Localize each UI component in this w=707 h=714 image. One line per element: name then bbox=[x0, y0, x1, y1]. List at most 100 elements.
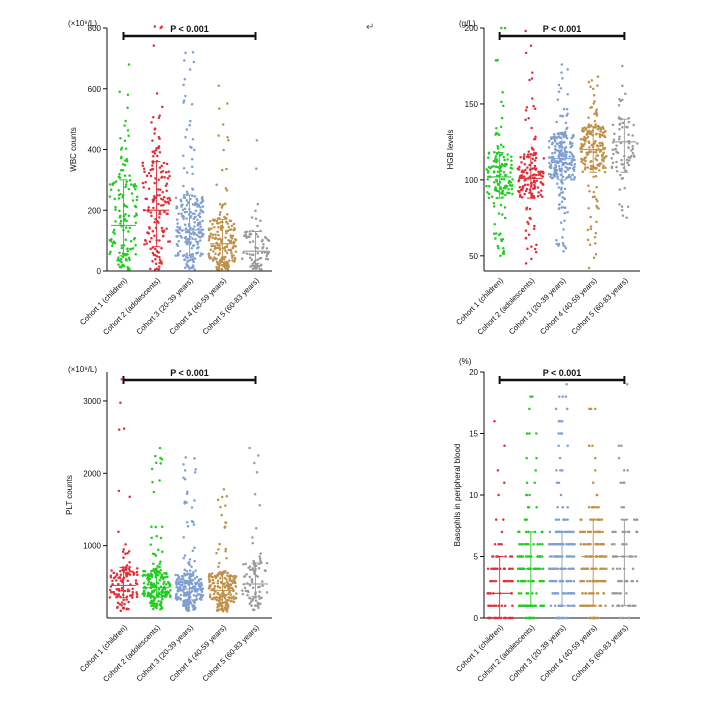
data-point bbox=[124, 119, 127, 123]
data-point bbox=[227, 238, 230, 242]
data-point bbox=[251, 598, 254, 601]
data-point bbox=[184, 594, 187, 597]
data-point bbox=[119, 573, 123, 576]
data-point bbox=[620, 158, 623, 162]
data-point bbox=[119, 136, 122, 140]
data-point bbox=[586, 151, 589, 155]
data-point bbox=[559, 542, 562, 546]
data-point bbox=[583, 168, 587, 171]
data-point bbox=[179, 580, 183, 584]
data-point bbox=[244, 231, 247, 234]
data-point bbox=[216, 579, 220, 583]
data-point bbox=[584, 159, 587, 163]
data-point bbox=[605, 567, 608, 571]
data-point bbox=[257, 264, 261, 268]
data-point bbox=[564, 165, 567, 169]
data-point bbox=[177, 595, 180, 599]
data-point bbox=[189, 601, 193, 605]
data-point bbox=[602, 567, 606, 571]
data-point bbox=[193, 601, 196, 604]
data-point bbox=[128, 594, 132, 597]
data-point bbox=[185, 190, 189, 194]
data-point bbox=[227, 592, 230, 595]
data-point bbox=[582, 604, 585, 607]
data-point bbox=[188, 569, 192, 572]
data-point bbox=[120, 261, 123, 264]
data-point bbox=[241, 589, 244, 592]
data-point bbox=[220, 264, 224, 267]
data-point bbox=[506, 158, 509, 161]
data-point bbox=[247, 235, 251, 239]
data-point bbox=[128, 561, 131, 564]
data-point bbox=[183, 258, 187, 262]
data-point bbox=[586, 604, 590, 607]
data-point bbox=[159, 576, 163, 579]
data-point bbox=[154, 247, 157, 251]
data-point bbox=[199, 596, 203, 599]
data-point bbox=[635, 518, 638, 521]
data-point bbox=[222, 263, 226, 266]
data-point bbox=[492, 579, 495, 583]
data-point bbox=[631, 144, 634, 148]
data-point bbox=[499, 254, 502, 258]
data-point bbox=[179, 593, 183, 597]
data-point bbox=[621, 163, 625, 166]
data-point bbox=[144, 197, 147, 200]
data-point bbox=[186, 525, 190, 528]
data-point bbox=[259, 229, 262, 233]
data-point bbox=[569, 151, 573, 154]
data-point bbox=[201, 228, 205, 231]
data-point bbox=[124, 147, 128, 150]
data-point bbox=[251, 568, 254, 571]
data-point bbox=[587, 131, 590, 135]
data-point bbox=[602, 542, 606, 546]
data-point bbox=[595, 506, 598, 509]
data-point bbox=[617, 456, 621, 460]
data-point bbox=[248, 230, 251, 233]
data-point bbox=[621, 64, 624, 68]
data-point bbox=[499, 169, 503, 173]
data-point bbox=[125, 257, 128, 261]
data-point bbox=[164, 170, 168, 174]
data-point bbox=[251, 608, 255, 611]
data-point bbox=[126, 588, 130, 591]
data-point bbox=[511, 567, 514, 571]
data-point bbox=[601, 166, 605, 170]
data-point bbox=[162, 229, 166, 232]
data-point bbox=[115, 579, 118, 582]
data-point bbox=[160, 595, 164, 599]
data-point bbox=[152, 568, 155, 571]
data-point bbox=[555, 120, 558, 124]
data-point bbox=[524, 530, 528, 534]
data-point bbox=[518, 185, 522, 189]
data-point bbox=[499, 143, 503, 146]
data-point bbox=[504, 184, 508, 188]
data-point bbox=[550, 142, 554, 146]
data-point bbox=[527, 233, 531, 237]
data-point bbox=[158, 446, 162, 450]
category-label: Cohort 4 (40-59 years) bbox=[168, 623, 229, 684]
data-point bbox=[185, 171, 189, 174]
data-point bbox=[174, 254, 178, 257]
data-point bbox=[572, 178, 576, 181]
data-point bbox=[201, 587, 205, 590]
data-point bbox=[182, 196, 186, 199]
data-point bbox=[201, 593, 205, 597]
data-point bbox=[160, 260, 163, 263]
data-point bbox=[252, 253, 255, 256]
data-point bbox=[191, 187, 194, 190]
data-point bbox=[586, 153, 589, 157]
data-point bbox=[159, 560, 162, 563]
data-point bbox=[257, 606, 260, 609]
data-point bbox=[588, 444, 591, 448]
data-point bbox=[556, 175, 559, 178]
data-point bbox=[192, 233, 196, 236]
data-point bbox=[108, 195, 112, 198]
data-point bbox=[600, 579, 603, 583]
data-point bbox=[117, 197, 121, 200]
data-point bbox=[520, 542, 523, 546]
data-point bbox=[162, 582, 165, 586]
category-label: Cohort 4 (40-59 years) bbox=[538, 276, 599, 337]
data-point bbox=[618, 188, 622, 191]
